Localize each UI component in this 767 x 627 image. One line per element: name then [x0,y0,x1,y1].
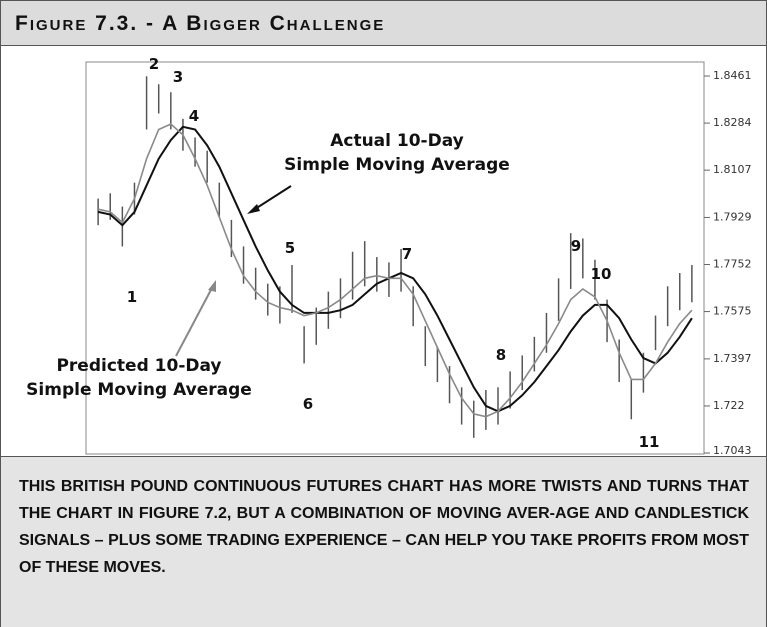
point-label: 5 [285,239,295,257]
point-label: 3 [173,68,183,86]
arrow-head [208,280,216,292]
point-label: 11 [639,433,660,451]
caption-box: THIS BRITISH POUND CONTINUOUS FUTURES CH… [1,456,766,627]
figure-title: Figure 7.3. - A Bigger Challenge [15,12,386,35]
y-tick-label: 1.7043 [713,444,752,456]
header: Figure 7.3. - A Bigger Challenge [1,1,766,46]
y-tick-label: 1.8461 [713,69,752,82]
point-label: 6 [303,395,313,413]
chart: Actual 10-Day Simple Moving Average Pred… [26,55,752,456]
arrow-head [247,204,260,214]
point-label: 8 [496,346,506,364]
point-label: 9 [571,237,581,255]
caption: THIS BRITISH POUND CONTINUOUS FUTURES CH… [19,478,749,576]
annotation: Simple Moving Average [26,380,252,400]
y-tick-label: 1.7752 [713,258,752,271]
annotation: Simple Moving Average [284,155,510,175]
arrow [175,285,214,357]
y-tick-label: 1.8284 [713,116,752,129]
y-tick-label: 1.722 [713,399,745,412]
point-label: 1 [127,288,137,306]
point-label: 10 [591,265,612,283]
y-tick-label: 1.8107 [713,163,752,176]
moving-average [97,125,693,413]
annotation: Actual 10-Day [330,131,464,151]
y-tick-label: 1.7575 [713,305,752,318]
moving-average [97,123,693,418]
annotation: Predicted 10-Day [56,356,221,376]
arrow [251,185,292,212]
y-tick-label: 1.7397 [713,352,752,365]
point-label: 4 [189,107,199,125]
y-tick-label: 1.7929 [713,210,752,223]
point-label: 2 [149,55,159,73]
point-label: 7 [402,245,412,263]
